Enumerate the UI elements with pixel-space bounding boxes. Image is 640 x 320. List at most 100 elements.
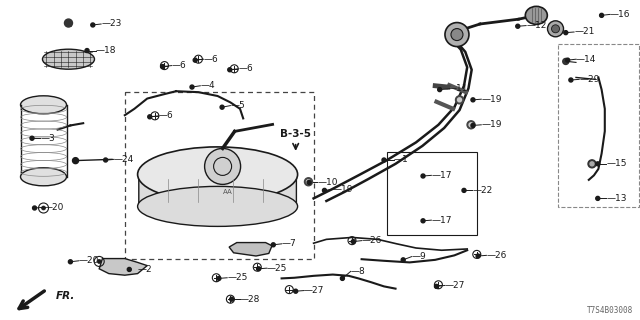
Ellipse shape xyxy=(42,49,95,69)
Text: —14: —14 xyxy=(576,55,596,64)
Circle shape xyxy=(382,158,386,162)
Circle shape xyxy=(33,206,36,210)
Circle shape xyxy=(596,162,600,166)
Text: —28: —28 xyxy=(240,295,260,304)
Text: —27: —27 xyxy=(304,286,324,295)
Circle shape xyxy=(230,297,234,301)
Circle shape xyxy=(351,240,355,244)
Polygon shape xyxy=(229,243,272,256)
Ellipse shape xyxy=(138,186,298,227)
Text: —22: —22 xyxy=(472,186,493,195)
Circle shape xyxy=(401,258,405,262)
Circle shape xyxy=(456,96,463,104)
Circle shape xyxy=(190,85,194,89)
Text: —1: —1 xyxy=(394,156,408,164)
Circle shape xyxy=(30,136,34,140)
Circle shape xyxy=(566,58,570,62)
Text: —6: —6 xyxy=(238,64,253,73)
Text: —11: —11 xyxy=(448,84,468,93)
Circle shape xyxy=(148,115,152,119)
Text: —23: —23 xyxy=(101,20,122,28)
Circle shape xyxy=(228,68,232,72)
Text: —25: —25 xyxy=(267,264,287,273)
Ellipse shape xyxy=(138,147,298,202)
Text: B-3-5: B-3-5 xyxy=(280,129,311,139)
Text: —2: —2 xyxy=(138,265,152,274)
Text: —4: —4 xyxy=(200,81,215,90)
Circle shape xyxy=(435,284,438,288)
Circle shape xyxy=(469,123,473,127)
Circle shape xyxy=(217,276,221,280)
Circle shape xyxy=(438,88,442,92)
Circle shape xyxy=(600,13,604,17)
Circle shape xyxy=(596,196,600,200)
Text: —9: —9 xyxy=(412,252,426,261)
Circle shape xyxy=(91,23,95,27)
Circle shape xyxy=(72,158,79,164)
Circle shape xyxy=(421,219,425,223)
Text: —19: —19 xyxy=(481,95,502,104)
Circle shape xyxy=(476,254,480,258)
Text: —19: —19 xyxy=(481,120,502,129)
Text: AA: AA xyxy=(223,189,232,196)
Bar xyxy=(387,152,477,235)
Text: FR.: FR. xyxy=(56,292,75,301)
Text: —6: —6 xyxy=(159,111,173,120)
Circle shape xyxy=(563,59,569,64)
Bar xyxy=(125,92,314,259)
Circle shape xyxy=(42,206,45,210)
Circle shape xyxy=(271,243,275,247)
Text: —26: —26 xyxy=(486,251,507,260)
Text: T7S4B03008: T7S4B03008 xyxy=(588,306,634,315)
Circle shape xyxy=(85,49,89,52)
Circle shape xyxy=(445,22,469,46)
Circle shape xyxy=(323,188,326,192)
Text: —20: —20 xyxy=(44,203,64,212)
Circle shape xyxy=(307,180,310,184)
Ellipse shape xyxy=(20,168,67,186)
Text: —15: —15 xyxy=(606,159,627,168)
Text: —17: —17 xyxy=(431,171,452,180)
Circle shape xyxy=(467,121,475,129)
Circle shape xyxy=(220,105,224,109)
Circle shape xyxy=(548,21,564,37)
Text: —12: —12 xyxy=(526,21,547,30)
Circle shape xyxy=(421,174,425,178)
Circle shape xyxy=(516,24,520,28)
Text: —20: —20 xyxy=(79,256,99,265)
Circle shape xyxy=(471,124,475,127)
Circle shape xyxy=(340,276,344,280)
Text: —29: —29 xyxy=(579,75,600,84)
Circle shape xyxy=(458,98,461,102)
Circle shape xyxy=(257,267,260,271)
Circle shape xyxy=(294,289,298,293)
Circle shape xyxy=(569,78,573,82)
Circle shape xyxy=(462,188,466,192)
Circle shape xyxy=(590,162,594,166)
Text: —13: —13 xyxy=(606,194,627,203)
Polygon shape xyxy=(99,259,147,275)
Circle shape xyxy=(471,98,475,102)
Text: —10: —10 xyxy=(317,178,338,187)
Circle shape xyxy=(307,180,311,184)
Circle shape xyxy=(127,268,131,271)
Circle shape xyxy=(552,25,559,33)
Circle shape xyxy=(65,19,72,27)
Circle shape xyxy=(97,260,101,263)
Text: —21: —21 xyxy=(574,28,595,36)
Text: —18: —18 xyxy=(96,46,116,55)
Ellipse shape xyxy=(20,96,67,114)
Text: —5: —5 xyxy=(230,101,245,110)
Circle shape xyxy=(564,31,568,35)
Circle shape xyxy=(305,178,312,186)
Circle shape xyxy=(68,260,72,264)
Circle shape xyxy=(451,28,463,41)
Text: —16: —16 xyxy=(610,10,630,19)
Text: —7: —7 xyxy=(282,239,296,248)
Text: —17: —17 xyxy=(431,216,452,225)
Text: —6: —6 xyxy=(172,61,186,70)
Text: —27: —27 xyxy=(445,281,465,290)
Circle shape xyxy=(588,160,596,168)
Text: —3: —3 xyxy=(40,134,55,143)
Text: —26: —26 xyxy=(362,236,382,245)
